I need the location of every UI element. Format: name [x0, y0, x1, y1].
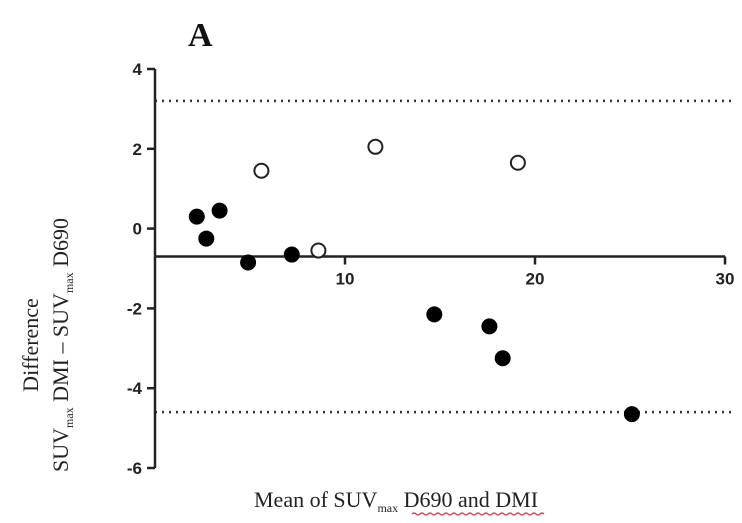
axes: [153, 69, 725, 468]
filled-data-point: [283, 246, 300, 263]
y-tick-label: 4: [133, 60, 143, 79]
x-label-rest: D690 and DMI: [398, 487, 538, 512]
filled-data-point: [481, 318, 498, 335]
filled-data-point: [211, 202, 228, 219]
y-tick-label: -2: [127, 299, 142, 318]
y-tick-label: -6: [127, 459, 142, 478]
filled-data-point: [623, 406, 640, 423]
y-label-line1: Difference: [18, 298, 43, 392]
x-label-main: Mean of: [254, 487, 333, 512]
y-label-mid: DMI –: [48, 337, 73, 407]
x-ticks: 10 20 30: [336, 256, 735, 289]
x-label-suv: SUV: [333, 487, 377, 512]
y-label-suv1: SUV: [48, 428, 73, 472]
y-axis-label: Difference SUVmax DMI – SUVmax D690: [18, 218, 76, 472]
x-tick-label: 10: [336, 270, 355, 289]
y-tick-label: 2: [133, 140, 142, 159]
y-ticks: 4 2 0 -2 -4 -6: [127, 60, 155, 478]
open-data-point: [310, 242, 327, 259]
y-tick-label: -4: [127, 379, 143, 398]
panel-label: A: [188, 17, 213, 54]
x-tick-label: 30: [716, 270, 735, 289]
filled-data-point: [494, 350, 511, 367]
open-data-point: [509, 154, 526, 171]
filled-data-point: [188, 208, 205, 225]
y-tick-label: 0: [133, 220, 142, 239]
y-label-suv2: SUV: [48, 293, 73, 337]
y-label-sub1: max: [62, 407, 76, 428]
y-label-line2: SUVmax DMI – SUVmax D690: [48, 218, 76, 472]
x-tick-label: 20: [526, 270, 545, 289]
x-axis-label: Mean of SUVmax D690 and DMI: [254, 487, 538, 515]
filled-data-point: [198, 230, 215, 247]
y-label-end: D690: [48, 218, 73, 272]
x-label-sub: max: [377, 501, 398, 515]
data-points: [188, 138, 640, 423]
open-data-point: [253, 162, 270, 179]
filled-data-point: [240, 254, 257, 271]
open-data-point: [367, 138, 384, 155]
spellcheck-squiggle: [411, 512, 545, 516]
filled-data-point: [426, 306, 443, 323]
y-label-sub2: max: [62, 272, 76, 293]
